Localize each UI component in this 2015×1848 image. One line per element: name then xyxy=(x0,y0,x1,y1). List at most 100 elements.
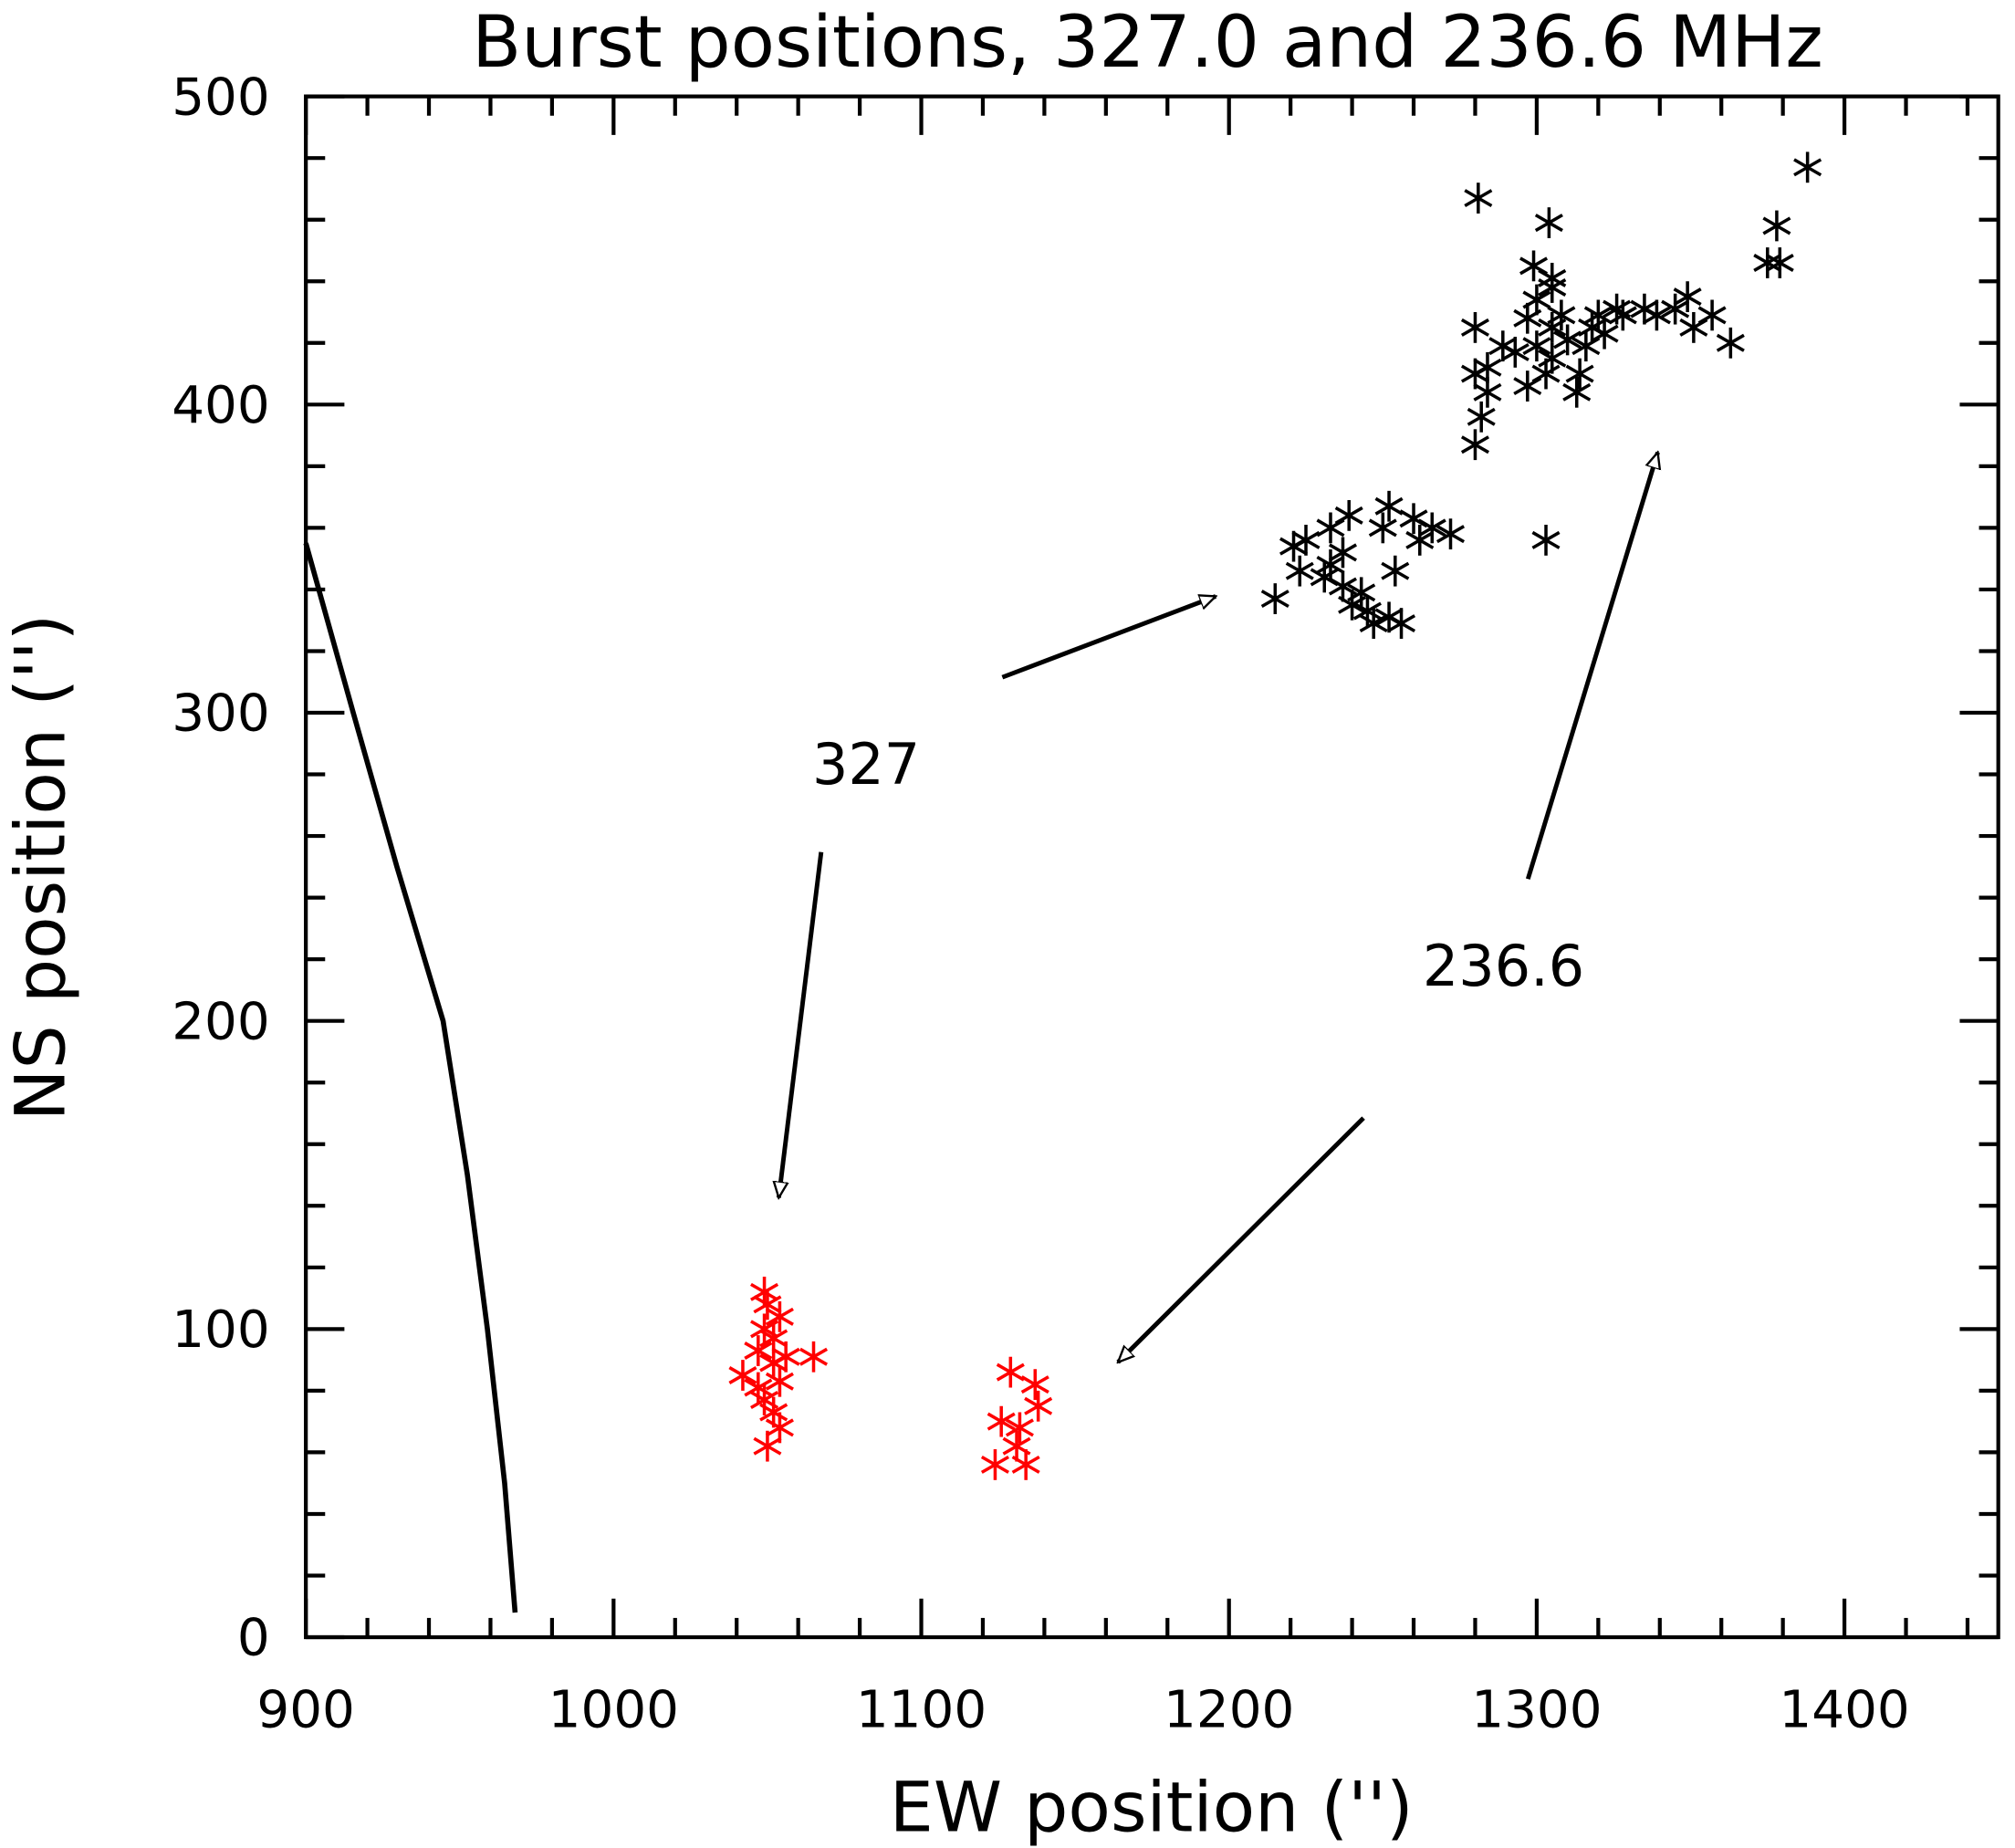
asterisk-stroke xyxy=(1460,364,1489,383)
asterisk-stroke xyxy=(1534,214,1563,233)
asterisk-point xyxy=(1464,183,1493,214)
asterisk-stroke xyxy=(1328,577,1357,596)
asterisk-stroke xyxy=(759,1403,788,1422)
arrow xyxy=(1118,1116,1365,1363)
asterisk-stroke xyxy=(1538,278,1567,297)
asterisk-point xyxy=(765,1365,794,1397)
asterisk-point xyxy=(1260,583,1289,614)
asterisk-stroke xyxy=(1793,158,1822,177)
asterisk-stroke xyxy=(765,1372,794,1391)
asterisk-point xyxy=(1553,324,1582,356)
x-axis-label: EW position ('') xyxy=(890,1767,1414,1848)
asterisk-stroke xyxy=(1762,216,1791,235)
asterisk-stroke xyxy=(1005,1418,1034,1437)
asterisk-stroke xyxy=(1553,330,1582,350)
annotation-arrows xyxy=(778,453,1657,1363)
asterisk-point xyxy=(1005,1412,1034,1444)
asterisk-point xyxy=(1002,1430,1031,1462)
asterisk-stroke xyxy=(1011,1455,1040,1474)
x-tick-label: 1000 xyxy=(548,1681,679,1740)
asterisk-point xyxy=(1562,376,1592,408)
asterisk-point xyxy=(799,1341,829,1373)
asterisk-point xyxy=(753,1430,782,1462)
asterisk-point xyxy=(750,1276,779,1308)
asterisk-point xyxy=(1467,401,1496,433)
asterisk-point xyxy=(1793,151,1822,183)
asterisk-point xyxy=(1603,293,1632,325)
chart-title: Burst positions, 327.0 and 236.6 MHz xyxy=(472,0,1823,84)
asterisk-point xyxy=(1374,490,1404,522)
asterisk-stroke xyxy=(799,1347,829,1366)
asterisk-stroke xyxy=(750,1391,779,1409)
asterisk-point xyxy=(1642,299,1671,331)
asterisk-stroke xyxy=(1436,525,1466,544)
y-tick-label: 500 xyxy=(172,68,269,127)
asterisk-stroke xyxy=(1661,299,1690,318)
asterisk-stroke xyxy=(987,1412,1016,1431)
asterisk-stroke xyxy=(1603,299,1632,318)
asterisk-stroke xyxy=(1753,254,1782,272)
asterisk-stroke xyxy=(744,1342,773,1360)
asterisk-stroke xyxy=(1562,382,1592,402)
asterisk-point xyxy=(1285,555,1314,587)
y-axis-label: NS position ('') xyxy=(0,614,80,1122)
asterisk-stroke xyxy=(1310,568,1339,587)
asterisk-point xyxy=(1513,302,1542,334)
asterisk-stroke xyxy=(1328,543,1357,562)
asterisk-stroke xyxy=(1352,601,1382,621)
asterisk-point xyxy=(980,1449,1009,1480)
asterisk-point xyxy=(1405,525,1435,556)
asterisk-point xyxy=(1534,207,1563,238)
annotation: 327 xyxy=(812,731,920,798)
asterisk-stroke xyxy=(1399,509,1428,528)
arrow xyxy=(778,851,824,1198)
asterisk-stroke xyxy=(1473,382,1502,402)
asterisk-point xyxy=(1753,247,1782,278)
asterisk-point xyxy=(1571,330,1601,362)
asterisk-stroke xyxy=(750,1282,779,1301)
asterisk-stroke xyxy=(1522,337,1551,356)
asterisk-stroke xyxy=(1565,364,1594,383)
y-tick-label: 0 xyxy=(237,1609,270,1668)
asterisk-point xyxy=(1417,512,1446,544)
asterisk-stroke xyxy=(1500,342,1530,361)
x-tick-label: 900 xyxy=(256,1681,354,1740)
asterisk-point xyxy=(1460,312,1489,343)
asterisk-stroke xyxy=(744,1378,773,1397)
asterisk-stroke xyxy=(1347,583,1376,602)
asterisk-point xyxy=(1565,358,1594,390)
asterisk-stroke xyxy=(1571,337,1601,356)
asterisk-point xyxy=(1436,518,1466,550)
asterisk-stroke xyxy=(753,1436,782,1456)
asterisk-stroke xyxy=(1285,561,1314,580)
asterisk-point xyxy=(1381,555,1410,587)
asterisk-stroke xyxy=(728,1366,757,1384)
asterisk-point xyxy=(1547,299,1576,331)
asterisk-point xyxy=(1460,429,1489,461)
asterisk-stroke xyxy=(1381,561,1410,580)
y-tick-label: 100 xyxy=(172,1300,269,1360)
y-tick-label: 200 xyxy=(172,992,269,1051)
asterisk-stroke xyxy=(771,1347,800,1366)
asterisk-stroke xyxy=(1417,518,1446,538)
asterisk-stroke xyxy=(1642,306,1671,325)
asterisk-stroke xyxy=(1405,530,1435,549)
asterisk-stroke xyxy=(759,1329,788,1348)
asterisk-stroke xyxy=(1260,590,1289,609)
asterisk-point xyxy=(1347,577,1376,609)
asterisk-stroke xyxy=(1513,308,1542,328)
asterisk-stroke xyxy=(1020,1375,1049,1394)
asterisk-stroke xyxy=(765,1418,794,1437)
x-tick-label: 1300 xyxy=(1471,1681,1602,1740)
asterisk-stroke xyxy=(1464,189,1493,208)
asterisk-stroke xyxy=(1460,435,1489,454)
x-tick-label: 1200 xyxy=(1164,1681,1294,1740)
plot-frame xyxy=(304,94,2000,1640)
asterisk-stroke xyxy=(1316,518,1345,538)
asterisk-point xyxy=(1500,337,1530,368)
asterisk-point xyxy=(1024,1390,1053,1422)
asterisk-point xyxy=(1368,512,1397,544)
asterisk-point xyxy=(1531,525,1561,556)
asterisk-stroke xyxy=(1387,614,1416,633)
